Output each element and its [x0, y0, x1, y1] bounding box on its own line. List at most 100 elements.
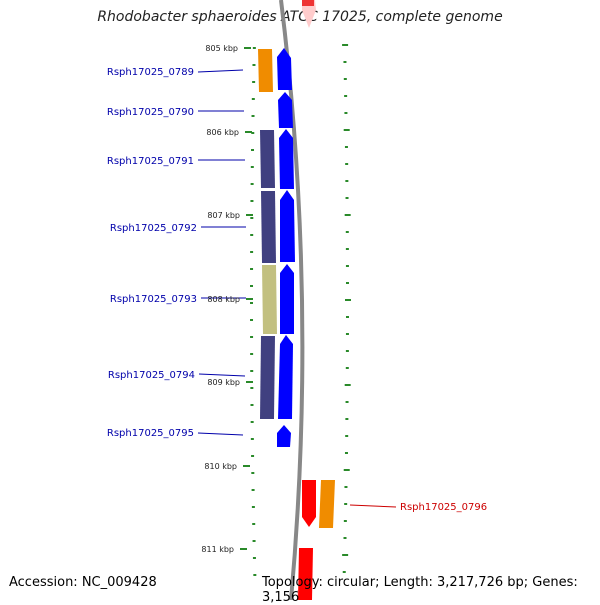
tick-mark-outer: [345, 265, 349, 267]
tick-mark-inner: [250, 404, 254, 406]
tick-mark-outer: [345, 180, 349, 182]
accession-text: Accession: NC_009428: [9, 575, 157, 590]
tick-mark-inner: [251, 472, 255, 474]
leader-line-rsph17025_0795: [197, 432, 244, 436]
edge-fragment-top: [302, 0, 316, 28]
tick-mark-outer: [344, 95, 348, 97]
tick-mark-inner: [250, 387, 254, 389]
cog-bar-rsph17025_0796: [319, 480, 335, 528]
tick-mark-outer: [344, 503, 348, 505]
gene-arrow-rsph17025_0789: [277, 48, 292, 90]
ruler-label: 811 kbp: [201, 545, 234, 554]
tick-mark-inner: [250, 217, 254, 219]
cog-bar-rsph17025_0792: [261, 191, 276, 263]
tick-mark-outer: [345, 333, 349, 335]
ruler-tick: [243, 465, 250, 467]
ruler-tick: [244, 47, 251, 49]
tick-mark-inner: [250, 285, 254, 287]
tick-mark-outer: [344, 214, 351, 216]
tick-mark-inner: [251, 149, 255, 151]
tick-mark-outer: [344, 299, 351, 301]
tick-mark-inner: [250, 183, 254, 185]
tick-mark-outer: [345, 248, 349, 250]
cog-bar-rsph17025_0789: [258, 49, 273, 92]
gene-label-rsph17025_0791: Rsph17025_0791: [107, 156, 194, 167]
gene-arrow-rsph17025_0790: [278, 92, 293, 128]
gene-label-rsph17025_0795: Rsph17025_0795: [107, 428, 194, 439]
leader-line-rsph17025_0794: [198, 373, 246, 377]
gene-labels: Rsph17025_0789 Rsph17025_0790 Rsph17025_07…: [107, 67, 487, 513]
tick-mark-outer: [345, 163, 349, 165]
ruler-tick: [246, 214, 253, 216]
ruler-label: 809 kbp: [207, 378, 240, 387]
gene-arrow-rsph17025_0796: [302, 480, 316, 527]
tick-mark-inner: [250, 336, 254, 338]
tick-mark-inner: [251, 455, 255, 457]
tick-mark-outer: [342, 571, 346, 573]
gene-arrows: [277, 48, 316, 600]
leader-line-rsph17025_0789: [197, 69, 244, 73]
tick-mark-inner: [252, 540, 256, 542]
cog-bars: [258, 49, 335, 528]
leader-line-rsph17025_0796: [349, 504, 397, 508]
cog-bar-rsph17025_0794: [260, 336, 275, 419]
tick-mark-inner: [250, 302, 254, 304]
ruler-label: 807 kbp: [207, 211, 240, 220]
tick-mark-outer: [344, 452, 348, 454]
tick-mark-outer: [342, 44, 349, 46]
tick-mark-inner: [251, 132, 255, 134]
tick-mark-outer: [343, 78, 347, 80]
gene-arrow-rsph17025_0795: [277, 425, 291, 447]
ruler-labels: 805 kbp 806 kbp 807 kbp 808 kbp 809 kbp 810 k…: [201, 44, 253, 554]
gene-label-rsph17025_0790: Rsph17025_0790: [107, 107, 194, 118]
tick-mark-inner: [250, 370, 254, 372]
tick-mark-outer: [344, 112, 348, 114]
tick-mark-inner: [250, 268, 254, 270]
edge-fragment-top-core: [302, 0, 314, 6]
tick-marks: [250, 44, 351, 576]
tick-mark-outer: [343, 520, 347, 522]
ruler-label: 805 kbp: [205, 44, 238, 53]
tick-mark-outer: [345, 418, 349, 420]
gene-arrow-partial-bottom: [298, 548, 313, 600]
tick-mark-outer: [345, 197, 349, 199]
ruler-label: 810 kbp: [204, 462, 237, 471]
tick-mark-outer: [345, 231, 349, 233]
gene-label-rsph17025_0794: Rsph17025_0794: [108, 370, 195, 381]
tick-mark-inner: [250, 421, 254, 423]
tick-mark-outer: [342, 554, 349, 556]
gene-label-rsph17025_0796: Rsph17025_0796: [400, 502, 487, 513]
ruler-tick: [240, 548, 247, 550]
tick-mark-inner: [250, 438, 254, 440]
cog-bar-rsph17025_0793: [262, 265, 277, 334]
tick-mark-inner: [250, 234, 254, 236]
gene-arrow-rsph17025_0791: [279, 129, 294, 189]
tick-mark-outer: [345, 350, 349, 352]
tick-mark-inner: [252, 64, 256, 66]
tick-mark-inner: [252, 523, 256, 525]
gene-label-rsph17025_0789: Rsph17025_0789: [107, 67, 194, 78]
tick-mark-inner: [252, 47, 256, 49]
gene-label-rsph17025_0792: Rsph17025_0792: [110, 223, 197, 234]
cog-bar-rsph17025_0791: [260, 130, 275, 188]
tick-mark-inner: [250, 166, 254, 168]
tick-mark-inner: [251, 98, 255, 100]
ruler-tick: [245, 131, 252, 133]
tick-mark-outer: [345, 401, 349, 403]
gene-label-rsph17025_0793: Rsph17025_0793: [110, 294, 197, 305]
ruler-tick: [246, 381, 253, 383]
ruler-tick: [246, 298, 253, 300]
tick-mark-outer: [344, 146, 348, 148]
tick-mark-outer: [345, 282, 349, 284]
tick-mark-inner: [250, 353, 254, 355]
tick-mark-inner: [253, 574, 257, 576]
tick-mark-outer: [343, 129, 350, 131]
tick-mark-outer: [345, 367, 349, 369]
tick-mark-outer: [345, 435, 349, 437]
map-title: Rhodobacter sphaeroides ATCC 17025, comp…: [97, 9, 503, 25]
tick-mark-inner: [252, 557, 256, 559]
tick-mark-outer: [343, 61, 347, 63]
tick-mark-outer: [344, 486, 348, 488]
